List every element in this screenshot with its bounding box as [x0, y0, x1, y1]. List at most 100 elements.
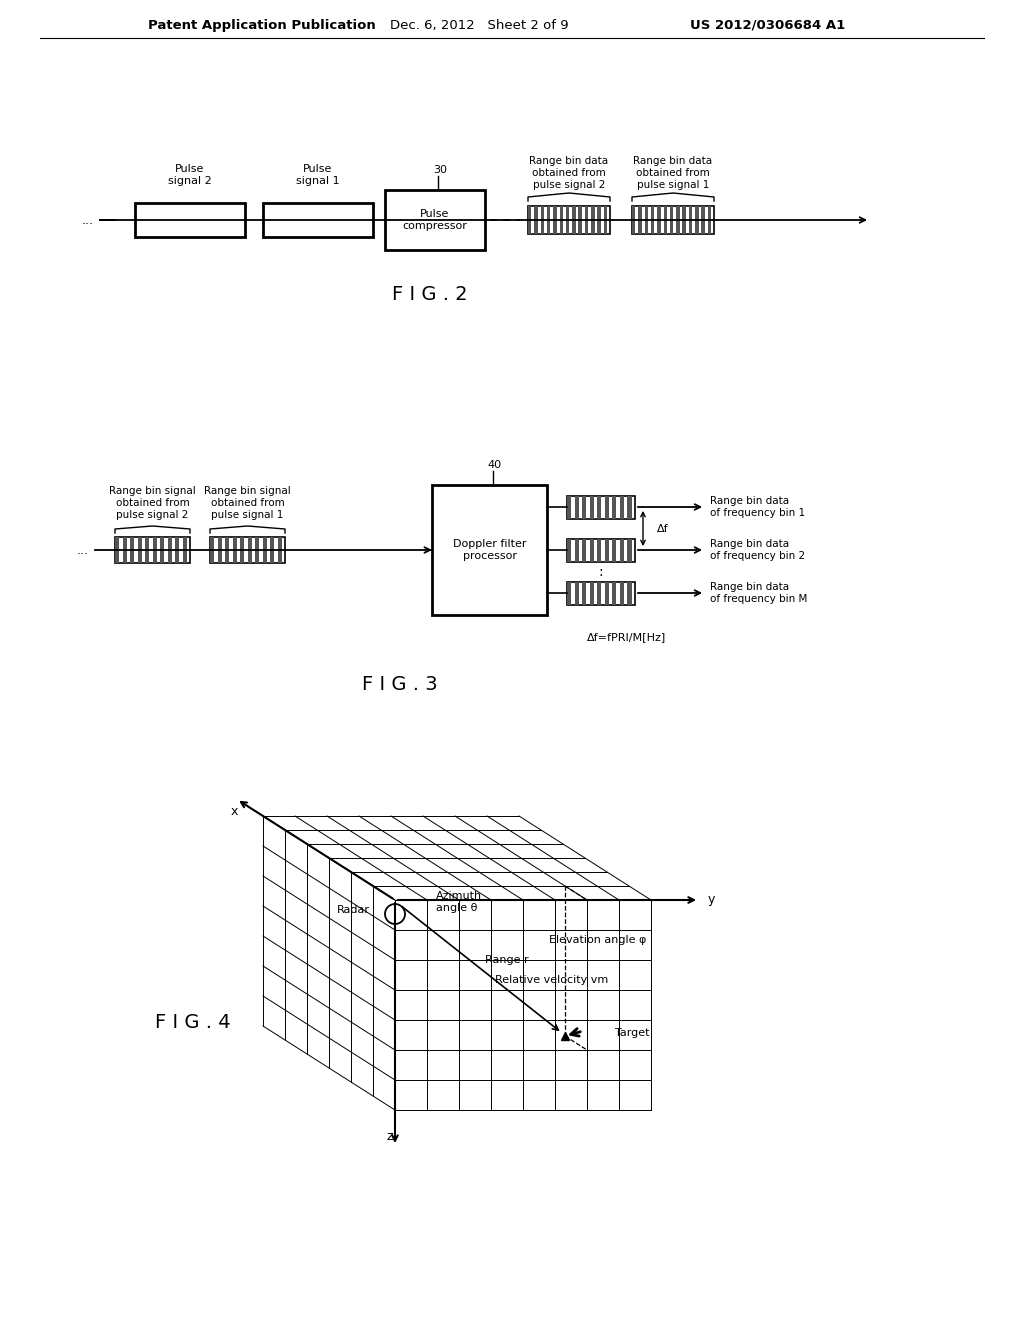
Bar — [385, 190, 485, 249]
Bar — [137, 537, 141, 564]
Bar — [115, 537, 119, 564]
Text: Range bin data
obtained from
pulse signal 1: Range bin data obtained from pulse signa… — [634, 156, 713, 190]
Bar — [535, 206, 538, 234]
Text: Elevation angle φ: Elevation angle φ — [549, 935, 646, 945]
Text: Range bin data
of frequency bin 1: Range bin data of frequency bin 1 — [710, 496, 805, 517]
Bar — [168, 537, 172, 564]
Bar — [160, 537, 164, 564]
Bar — [645, 206, 648, 234]
Bar — [651, 206, 654, 234]
Text: US 2012/0306684 A1: US 2012/0306684 A1 — [690, 18, 845, 32]
Bar — [682, 206, 686, 234]
Bar — [597, 582, 601, 605]
Bar — [153, 537, 157, 564]
Bar — [632, 206, 636, 234]
Bar — [559, 206, 563, 234]
Bar — [262, 537, 266, 564]
Text: x: x — [231, 805, 239, 817]
Bar — [620, 582, 624, 605]
Text: Pulse
signal 2: Pulse signal 2 — [168, 164, 212, 186]
Text: Pulse
compressor: Pulse compressor — [402, 209, 467, 231]
Bar — [135, 203, 245, 238]
Bar — [676, 206, 680, 234]
Text: Δf: Δf — [657, 524, 669, 533]
Bar — [567, 495, 635, 519]
Bar — [528, 206, 531, 234]
Text: z: z — [387, 1130, 393, 1143]
Text: Δf=fPRI/M[Hz]: Δf=fPRI/M[Hz] — [587, 632, 667, 642]
Bar — [582, 539, 587, 561]
Text: Radar: Radar — [337, 906, 370, 915]
Bar — [217, 537, 221, 564]
Bar — [701, 206, 705, 234]
Text: Range bin data
of frequency bin M: Range bin data of frequency bin M — [710, 582, 807, 603]
Bar — [232, 537, 237, 564]
Bar — [590, 582, 594, 605]
Bar — [579, 206, 582, 234]
Bar — [574, 582, 579, 605]
Bar — [210, 537, 285, 564]
Text: F I G . 3: F I G . 3 — [362, 676, 438, 694]
Bar — [670, 206, 674, 234]
Bar — [175, 537, 179, 564]
Bar — [547, 206, 550, 234]
Bar — [263, 203, 373, 238]
Bar — [115, 537, 190, 564]
Bar — [278, 537, 282, 564]
Bar — [605, 495, 609, 519]
Bar — [695, 206, 698, 234]
Bar — [145, 537, 150, 564]
Bar — [255, 537, 259, 564]
Text: Range bin data
obtained from
pulse signal 2: Range bin data obtained from pulse signa… — [529, 156, 608, 190]
Text: Range r: Range r — [485, 954, 528, 965]
Text: Range bin signal
obtained from
pulse signal 1: Range bin signal obtained from pulse sig… — [204, 486, 291, 520]
Bar — [597, 495, 601, 519]
Bar — [123, 537, 127, 564]
Text: Pulse
signal 1: Pulse signal 1 — [296, 164, 340, 186]
Text: y: y — [708, 894, 715, 907]
Text: Target: Target — [615, 1028, 649, 1038]
Bar — [574, 495, 579, 519]
Text: Patent Application Publication: Patent Application Publication — [148, 18, 376, 32]
Bar — [567, 539, 635, 561]
Text: Range bin signal
obtained from
pulse signal 2: Range bin signal obtained from pulse sig… — [110, 486, 196, 520]
Bar — [638, 206, 642, 234]
Bar — [689, 206, 692, 234]
Bar — [541, 206, 544, 234]
Text: Range bin data
of frequency bin 2: Range bin data of frequency bin 2 — [710, 539, 805, 561]
Bar — [590, 539, 594, 561]
Text: F I G . 4: F I G . 4 — [155, 1012, 230, 1031]
Bar — [130, 537, 134, 564]
Bar — [664, 206, 667, 234]
Bar — [567, 582, 635, 605]
Bar — [628, 582, 632, 605]
Bar — [657, 206, 660, 234]
Bar — [572, 206, 575, 234]
Bar — [597, 206, 601, 234]
Bar — [620, 495, 624, 519]
Bar — [574, 539, 579, 561]
Bar — [612, 495, 616, 519]
Bar — [528, 206, 610, 234]
Bar — [225, 537, 229, 564]
Text: Azimuth
angle θ: Azimuth angle θ — [436, 891, 482, 913]
Bar — [628, 539, 632, 561]
Text: 30: 30 — [433, 165, 447, 176]
Bar — [612, 582, 616, 605]
Bar — [182, 537, 186, 564]
Bar — [240, 537, 244, 564]
Text: Doppler filter
processor: Doppler filter processor — [453, 539, 526, 561]
Text: :: : — [599, 565, 603, 578]
Text: ...: ... — [77, 544, 89, 557]
Bar — [604, 206, 607, 234]
Bar — [591, 206, 595, 234]
Bar — [566, 206, 569, 234]
Bar — [210, 537, 214, 564]
Bar — [582, 582, 587, 605]
Bar — [605, 582, 609, 605]
Bar — [590, 495, 594, 519]
Bar — [432, 484, 547, 615]
Bar — [582, 495, 587, 519]
Bar — [612, 539, 616, 561]
Text: F I G . 2: F I G . 2 — [392, 285, 468, 305]
